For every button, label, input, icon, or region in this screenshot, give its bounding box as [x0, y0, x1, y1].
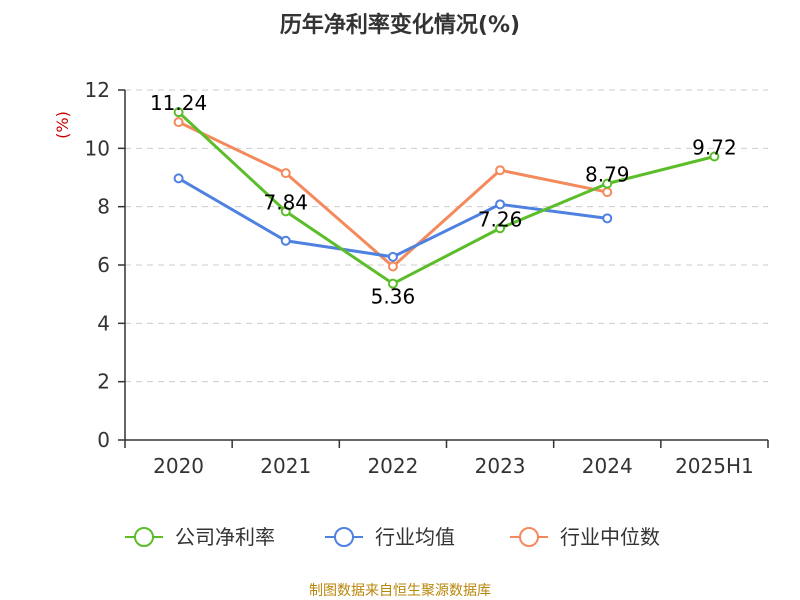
x-tick-label-2021: 2021: [260, 454, 311, 478]
series-1-point-2024: [602, 213, 613, 224]
gridlines: [125, 89, 768, 383]
series-line-2: [177, 120, 608, 268]
legend-label-1: 行业均值: [375, 525, 455, 549]
y-tick-label-12: 12: [85, 78, 110, 102]
data-label-2024: 8.79: [585, 163, 630, 187]
data-label-2025H1: 9.72: [692, 136, 737, 160]
x-tick-label-2022: 2022: [367, 454, 418, 478]
series-line-0: [177, 111, 715, 286]
source-note: 制图数据来自恒生聚源数据库: [309, 583, 491, 599]
series-0-point-2020: [173, 107, 184, 118]
y-tick-label-0: 0: [97, 428, 110, 452]
y-tick-label-2: 2: [97, 370, 110, 394]
legend-item-1[interactable]: 行业均值: [325, 525, 455, 549]
y-axis-unit-label: (%): [53, 111, 72, 139]
legend-marker-0: [134, 527, 154, 547]
x-tick-label-2025H1: 2025H1: [675, 454, 754, 478]
y-tick-label-4: 4: [97, 311, 110, 335]
series-lines: [173, 107, 720, 289]
y-tick-label-8: 8: [97, 195, 110, 219]
data-label-2020: 11.24: [150, 91, 207, 115]
legend-label-2: 行业中位数: [560, 525, 660, 549]
series-1-point-2021: [280, 235, 291, 246]
x-tick-label-2020: 2020: [153, 454, 204, 478]
y-tick-label-10: 10: [85, 136, 110, 160]
data-labels: 11.24 7.84 5.36 7.26 8.79 9.72: [150, 91, 737, 309]
chart-title: 历年净利率变化情况(%): [280, 12, 520, 38]
series-1-point-2020: [173, 173, 184, 184]
legend-item-0[interactable]: 公司净利率: [125, 525, 275, 549]
legend[interactable]: 公司净利率 行业均值 行业中位数: [125, 525, 660, 549]
series-2-point-2024: [602, 187, 613, 198]
series-1-point-2023: [495, 199, 506, 210]
data-label-2022: 5.36: [371, 285, 416, 309]
series-2-point-2022: [387, 261, 398, 272]
series-0-point-2023: [495, 223, 506, 234]
x-tick-label-2023: 2023: [475, 454, 526, 478]
x-tick-label-2024: 2024: [582, 454, 633, 478]
series-2-point-2023: [495, 165, 506, 176]
axes: 0 2 4 6 8 10 12 2020 2021 2022 2023 2024 2025H1: [85, 78, 769, 478]
series-1-point-2022: [387, 251, 398, 262]
series-line-1: [177, 177, 608, 259]
legend-label-0: 公司净利率: [175, 525, 275, 549]
series-2-point-2020: [173, 117, 184, 128]
series-0-point-2022: [387, 278, 398, 289]
series-0-point-2025H1: [709, 151, 720, 162]
data-label-2023: 7.26: [478, 207, 523, 231]
data-label-2021: 7.84: [263, 190, 308, 214]
legend-marker-1: [334, 527, 354, 547]
legend-item-2[interactable]: 行业中位数: [510, 525, 660, 549]
legend-marker-2: [519, 527, 539, 547]
y-tick-label-6: 6: [97, 253, 110, 277]
series-0-point-2021: [280, 206, 291, 217]
series-2-point-2021: [280, 168, 291, 179]
series-0-point-2024: [602, 178, 613, 189]
